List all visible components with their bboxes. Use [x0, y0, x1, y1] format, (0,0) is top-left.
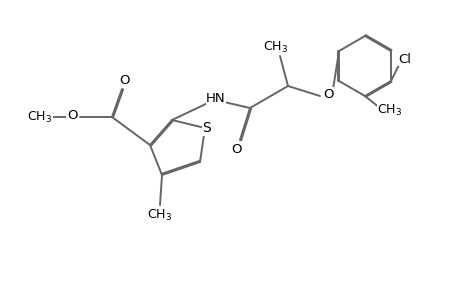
Text: CH$_3$: CH$_3$ — [147, 208, 172, 223]
Text: O: O — [322, 88, 332, 100]
Text: CH$_3$: CH$_3$ — [377, 103, 402, 118]
Text: O: O — [67, 109, 77, 122]
Text: Cl: Cl — [397, 52, 411, 65]
Text: CH$_3$: CH$_3$ — [28, 110, 52, 124]
Text: O: O — [230, 142, 241, 155]
Text: S: S — [202, 121, 211, 135]
Text: O: O — [118, 74, 129, 86]
Text: CH$_3$: CH$_3$ — [263, 40, 288, 55]
Text: HN: HN — [206, 92, 225, 104]
